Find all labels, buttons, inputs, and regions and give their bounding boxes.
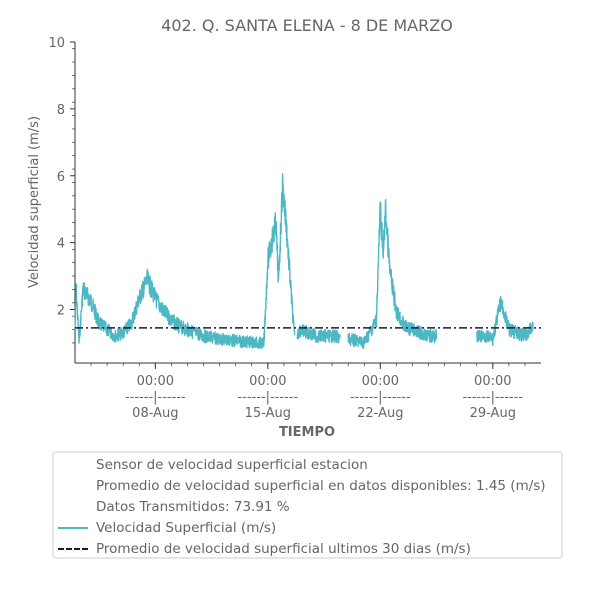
- x-tick-label: 00:00: [474, 374, 511, 389]
- x-tick-label: 00:00: [249, 374, 286, 389]
- x-tick-label: 29-Aug: [470, 406, 516, 421]
- x-axis-label: TIEMPO: [279, 425, 335, 440]
- x-tick-label: 22-Aug: [357, 406, 403, 421]
- y-tick-label: 6: [57, 170, 65, 185]
- legend: Sensor de velocidad superficial estacion…: [52, 451, 563, 559]
- legend-label: Datos Transmitidos: 73.91 %: [96, 499, 290, 515]
- series-velocidad-superficial: [74, 173, 534, 349]
- y-tick-label: 10: [48, 36, 65, 51]
- legend-swatch: [58, 548, 88, 550]
- legend-entry: Sensor de velocidad superficial estacion: [54, 455, 561, 475]
- chart-title: 402. Q. SANTA ELENA - 8 DE MARZO: [161, 16, 453, 35]
- x-tick-label: 15-Aug: [245, 406, 291, 421]
- x-tick-label: ------|------: [125, 390, 186, 405]
- legend-entry: Promedio de velocidad superficial en dat…: [54, 476, 561, 496]
- legend-label: Velocidad Superficial (m/s): [96, 520, 277, 536]
- x-tick-label: 00:00: [137, 374, 174, 389]
- y-tick-label: 4: [57, 237, 65, 252]
- x-tick-label: ------|------: [350, 390, 411, 405]
- legend-entry: Velocidad Superficial (m/s): [54, 518, 561, 538]
- x-tick-label: 00:00: [362, 374, 399, 389]
- legend-entry: Promedio de velocidad superficial ultimo…: [54, 539, 561, 559]
- plot-area: 24681000:00------|------08-Aug00:00-----…: [48, 36, 541, 421]
- legend-label: Promedio de velocidad superficial en dat…: [96, 478, 546, 494]
- x-tick-label: 08-Aug: [132, 406, 178, 421]
- x-tick-label: ------|------: [237, 390, 298, 405]
- legend-swatch: [58, 527, 88, 529]
- legend-label: Sensor de velocidad superficial estacion: [96, 457, 368, 473]
- legend-label: Promedio de velocidad superficial ultimo…: [96, 541, 471, 557]
- legend-entry: Datos Transmitidos: 73.91 %: [54, 497, 561, 517]
- x-tick-label: ------|------: [462, 390, 523, 405]
- y-tick-label: 8: [57, 103, 65, 118]
- y-tick-label: 2: [57, 304, 65, 319]
- y-axis-label: Velocidad superficial (m/s): [27, 116, 42, 288]
